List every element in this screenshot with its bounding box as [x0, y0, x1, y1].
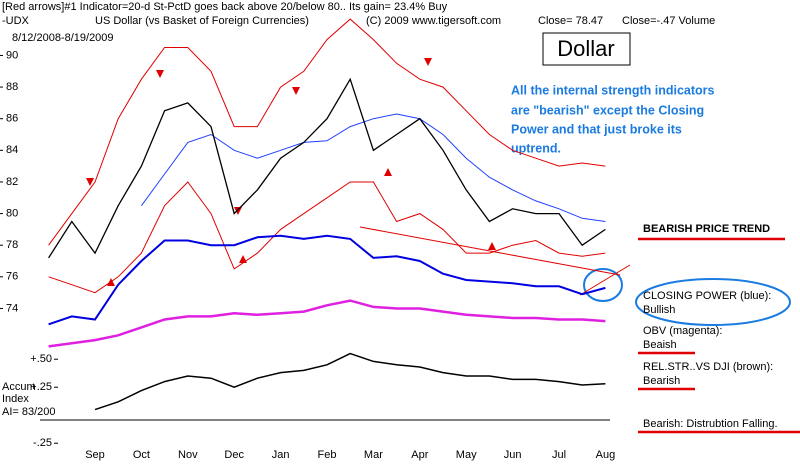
label: Bearish: Distrubtion Falling. — [643, 418, 778, 430]
ellipse — [635, 278, 791, 326]
label: Bullish — [643, 304, 675, 316]
header: [Red arrows]#1 Indicator=20-d St-PctD go… — [2, 1, 448, 13]
series-line — [48, 181, 606, 294]
x-tick-label: Apr — [411, 449, 428, 461]
label: Beaish — [643, 339, 677, 351]
x-tick-label: Oct — [133, 449, 150, 461]
x-tick-label: Mar — [364, 449, 383, 461]
y-tick-label: 80 — [6, 207, 18, 219]
header: (C) 2009 www.tigersoft.com — [366, 15, 501, 27]
series-line — [140, 113, 606, 222]
x-tick-label: Jun — [504, 449, 522, 461]
label: BEARISH PRICE TREND — [643, 223, 770, 235]
label: OBV (magenta): — [643, 325, 722, 337]
title: Dollar — [557, 36, 614, 61]
arrows — [86, 58, 496, 286]
series-line — [48, 234, 606, 326]
x-tick-label: Aug — [596, 449, 616, 461]
label: REL.STR..VS DJI (brown): — [643, 361, 773, 373]
header: -UDX — [2, 15, 30, 27]
y-tick-label: +.50 — [30, 353, 52, 365]
comment: All the internal strength indicators — [511, 83, 715, 97]
y-tick-label: 88 — [6, 81, 18, 93]
label: Index — [2, 393, 29, 405]
y-tick-label: 78 — [6, 239, 18, 251]
x-tick-label: Jul — [552, 449, 566, 461]
series-line — [48, 18, 606, 246]
comment: uptrend. — [511, 141, 561, 155]
x-tick-label: Dec — [224, 449, 244, 461]
y-tick-label: 86 — [6, 113, 18, 125]
trend-line — [579, 264, 631, 296]
x-tick-label: May — [456, 449, 477, 461]
y-tick-label: 82 — [6, 176, 18, 188]
label: Bearish — [643, 375, 680, 387]
trend-line — [359, 226, 621, 276]
x-tick-label: Feb — [318, 449, 337, 461]
header: Close= 78.47 — [538, 15, 603, 27]
title-box — [542, 32, 631, 66]
series-line — [48, 299, 606, 348]
y-tick-label: 74 — [6, 302, 18, 314]
header: US Dollar (vs Basket of Foreign Currenci… — [95, 15, 309, 27]
x-tick-label: Nov — [178, 449, 198, 461]
y-tick-label: 76 — [6, 271, 18, 283]
y-tick-label: +.25 — [30, 381, 52, 393]
header: Close=-.47 Volume — [622, 15, 715, 27]
label: Accum — [2, 381, 36, 393]
comment: are "bearish" except the Closing — [511, 103, 704, 117]
series-line — [94, 352, 606, 411]
y-tick-label: -.25 — [33, 437, 52, 449]
ellipse — [583, 268, 623, 302]
label: AI= 83/200 — [2, 406, 56, 418]
y-tick-label: 84 — [6, 144, 18, 156]
x-tick-label: Jan — [272, 449, 290, 461]
y-tick-label: 90 — [6, 49, 18, 61]
label: CLOSING POWER (blue): — [643, 290, 771, 302]
series-line — [48, 77, 606, 259]
dates: 8/12/2008-8/19/2009 — [12, 32, 114, 44]
x-tick-label: Sep — [85, 449, 105, 461]
comment: Power and that just broke its — [511, 122, 682, 136]
